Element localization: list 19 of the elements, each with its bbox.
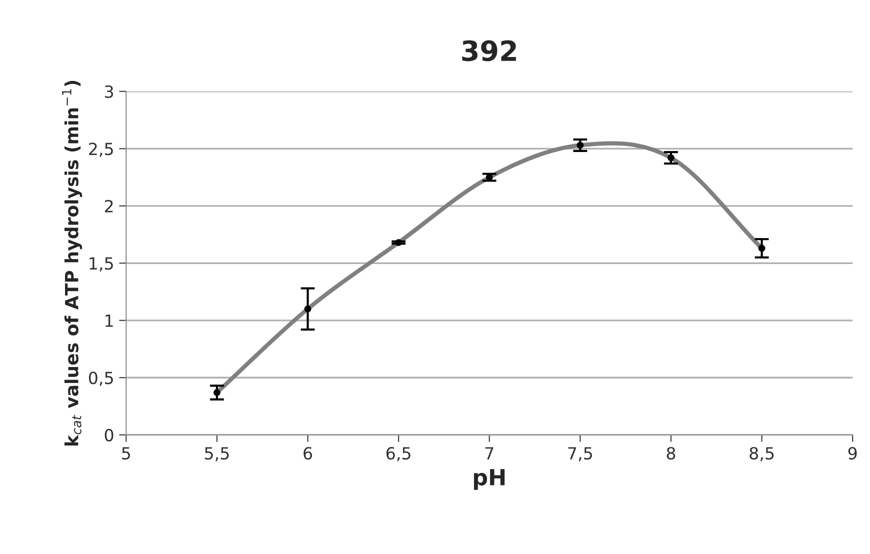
y-tick-label: 2,5 (89, 142, 113, 157)
y-tick-label: 3 (105, 85, 114, 98)
x-tick-label: 7,5 (568, 447, 592, 462)
y-tick-label: 1 (106, 314, 113, 327)
y-tick-label: 0,5 (88, 372, 113, 386)
chart-title: 392 (462, 40, 516, 62)
y-tick-label: 1,5 (90, 257, 113, 272)
x-tick-label: 5,5 (204, 447, 229, 462)
x-tick-label: 8 (666, 446, 676, 460)
x-tick-label: 8,5 (750, 446, 774, 462)
x-tick-label: 9 (848, 446, 857, 460)
x-tick-label: 5 (122, 447, 130, 460)
y-axis-title: k$_{cat}$ values of ATP hydrolysis (min$^{−1}$) (62, 80, 82, 446)
x-tick-label: 7 (485, 447, 494, 460)
x-tick-label: 6 (304, 446, 312, 460)
y-tick-label: 0 (104, 428, 114, 442)
x-axis-title: pH (474, 469, 505, 490)
x-tick-label: 6,5 (386, 446, 410, 462)
y-tick-label: 2 (104, 200, 113, 212)
